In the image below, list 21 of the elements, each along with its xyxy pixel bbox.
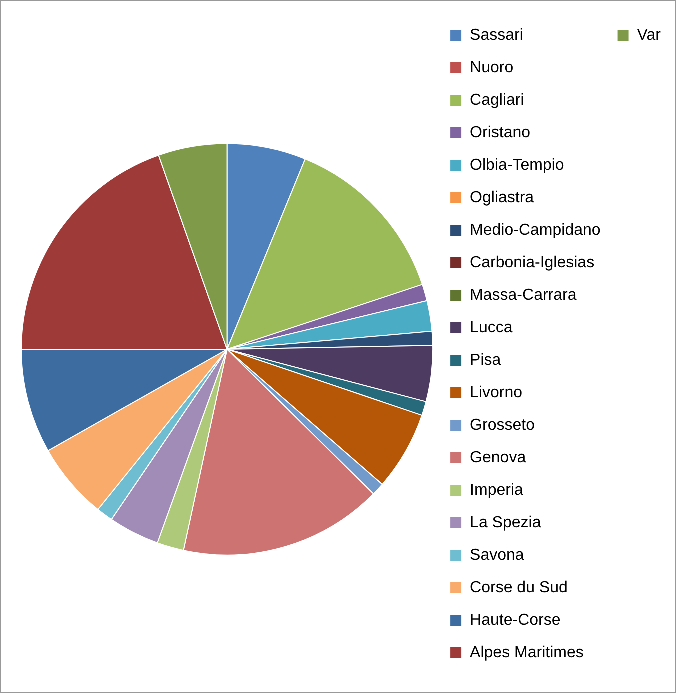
legend-label: La Spezia [470,514,542,532]
legend-label: Corse du Sud [470,579,568,596]
legend-label: Olbia-Tempio [470,156,564,174]
legend-label: Oristano [470,124,531,142]
legend-label: Pisa [470,352,502,369]
legend-label: Lucca [470,319,513,336]
legend-label: Grosseto [470,416,536,434]
legend-label: Carbonia-Iglesias [470,254,595,272]
legend-label: Nuoro [470,59,514,76]
legend-label: Alpes Maritimes [470,644,584,662]
legend-label: Haute-Corse [470,612,561,629]
legend-label: Var [637,26,662,44]
legend-label: Massa-Carrara [470,286,577,304]
legend-label: Genova [470,449,526,466]
legend-label: Savona [470,546,524,564]
legend-label: Livorno [470,384,523,402]
legend-label: Cagliari [470,92,524,109]
legend-label: Sassari [470,26,524,44]
legend-label: Imperia [470,482,524,499]
legend-label: Ogliastra [470,189,534,206]
legend-label: Medio-Campidano [470,222,601,239]
